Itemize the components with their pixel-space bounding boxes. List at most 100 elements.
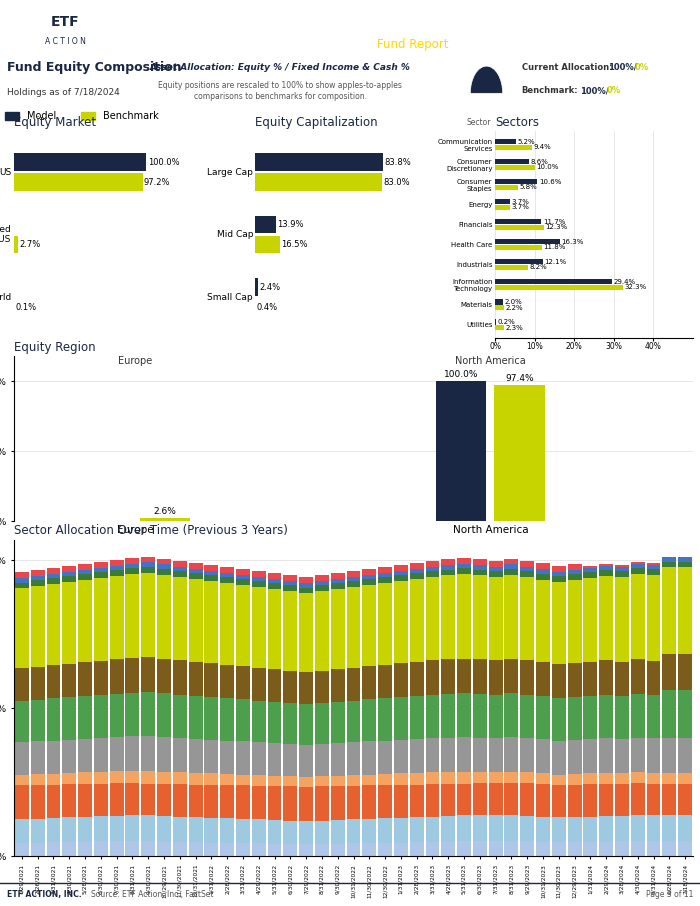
Bar	[157, 564, 171, 569]
Text: Benchmark:: Benchmark:	[522, 86, 578, 95]
Text: 3.7%: 3.7%	[512, 198, 529, 205]
Bar	[141, 736, 155, 771]
Bar	[299, 593, 313, 672]
Bar	[662, 738, 676, 773]
Bar	[394, 774, 408, 785]
Bar	[315, 776, 329, 786]
Bar	[599, 773, 613, 784]
Bar	[426, 660, 440, 695]
Bar	[331, 573, 344, 579]
Bar	[394, 575, 408, 581]
Bar	[631, 737, 645, 772]
Bar	[252, 582, 266, 587]
Bar	[552, 572, 566, 576]
Bar	[267, 583, 281, 589]
Bar	[346, 700, 360, 742]
Bar	[346, 820, 360, 843]
Bar	[615, 842, 629, 856]
Bar	[615, 696, 629, 739]
Text: Source: ETF Action, Inc., FactSet: Source: ETF Action, Inc., FactSet	[91, 890, 214, 899]
Bar	[204, 774, 218, 785]
Bar	[536, 842, 550, 856]
Bar	[631, 772, 645, 784]
Bar	[267, 589, 281, 670]
Bar	[489, 772, 503, 783]
Bar	[204, 564, 218, 571]
Bar	[125, 841, 139, 856]
Bar	[173, 772, 187, 785]
Bar	[410, 817, 424, 843]
Bar	[78, 842, 92, 856]
Bar	[473, 694, 486, 737]
Bar	[441, 816, 455, 842]
Bar	[631, 564, 645, 568]
Bar	[31, 699, 45, 741]
Bar	[141, 842, 155, 856]
Bar	[315, 703, 329, 744]
Text: 8.2%: 8.2%	[529, 265, 547, 271]
Bar	[363, 574, 376, 579]
Bar	[46, 574, 60, 578]
Bar	[552, 817, 566, 842]
Bar	[284, 585, 298, 592]
Bar	[599, 738, 613, 773]
Bar	[78, 580, 92, 662]
Bar	[378, 567, 392, 573]
Bar	[299, 844, 313, 856]
Bar	[78, 574, 92, 580]
Bar	[315, 744, 329, 776]
Text: 2.7%: 2.7%	[19, 240, 40, 249]
Bar	[125, 692, 139, 736]
Bar	[583, 774, 597, 785]
Bar	[568, 663, 582, 697]
Bar	[631, 574, 645, 660]
Bar	[252, 700, 266, 742]
Bar	[299, 577, 313, 583]
Bar	[78, 570, 92, 574]
Bar	[15, 819, 29, 843]
Bar	[157, 737, 171, 772]
Text: WisdomTree US Quality Dividend Growth Fund: WisdomTree US Quality Dividend Growth Fu…	[221, 13, 605, 27]
Bar	[378, 843, 392, 856]
Bar	[284, 703, 298, 744]
Bar	[252, 742, 266, 776]
Bar	[188, 785, 202, 817]
Text: Rest of World: Rest of World	[0, 293, 11, 302]
Bar	[236, 819, 250, 843]
Bar	[284, 821, 298, 844]
Bar	[378, 699, 392, 740]
Bar	[157, 659, 171, 693]
Bar	[441, 784, 455, 816]
Bar	[495, 245, 542, 250]
Bar	[363, 843, 376, 856]
Bar	[489, 737, 503, 772]
Bar	[441, 570, 455, 575]
Bar	[299, 588, 313, 593]
Bar	[426, 842, 440, 856]
Bar	[110, 660, 124, 694]
Bar	[394, 697, 408, 739]
Bar	[141, 692, 155, 736]
Bar	[255, 236, 280, 254]
Bar	[62, 576, 76, 583]
Bar	[14, 173, 143, 191]
Bar	[495, 179, 537, 184]
Bar	[204, 739, 218, 774]
Bar	[236, 579, 250, 585]
Bar	[267, 702, 281, 743]
Bar	[110, 815, 124, 841]
Bar	[678, 815, 692, 841]
Text: A C T I O N: A C T I O N	[45, 36, 85, 45]
Bar	[157, 693, 171, 737]
Bar	[662, 815, 676, 841]
Bar	[236, 569, 250, 574]
Bar	[599, 660, 613, 695]
Bar	[394, 564, 408, 571]
Bar	[426, 737, 440, 772]
Bar	[62, 842, 76, 856]
Bar	[331, 820, 344, 843]
Bar	[267, 579, 281, 583]
Bar	[647, 575, 661, 661]
Legend: Model, Benchmark: Model, Benchmark	[5, 111, 159, 121]
Bar	[473, 841, 486, 856]
